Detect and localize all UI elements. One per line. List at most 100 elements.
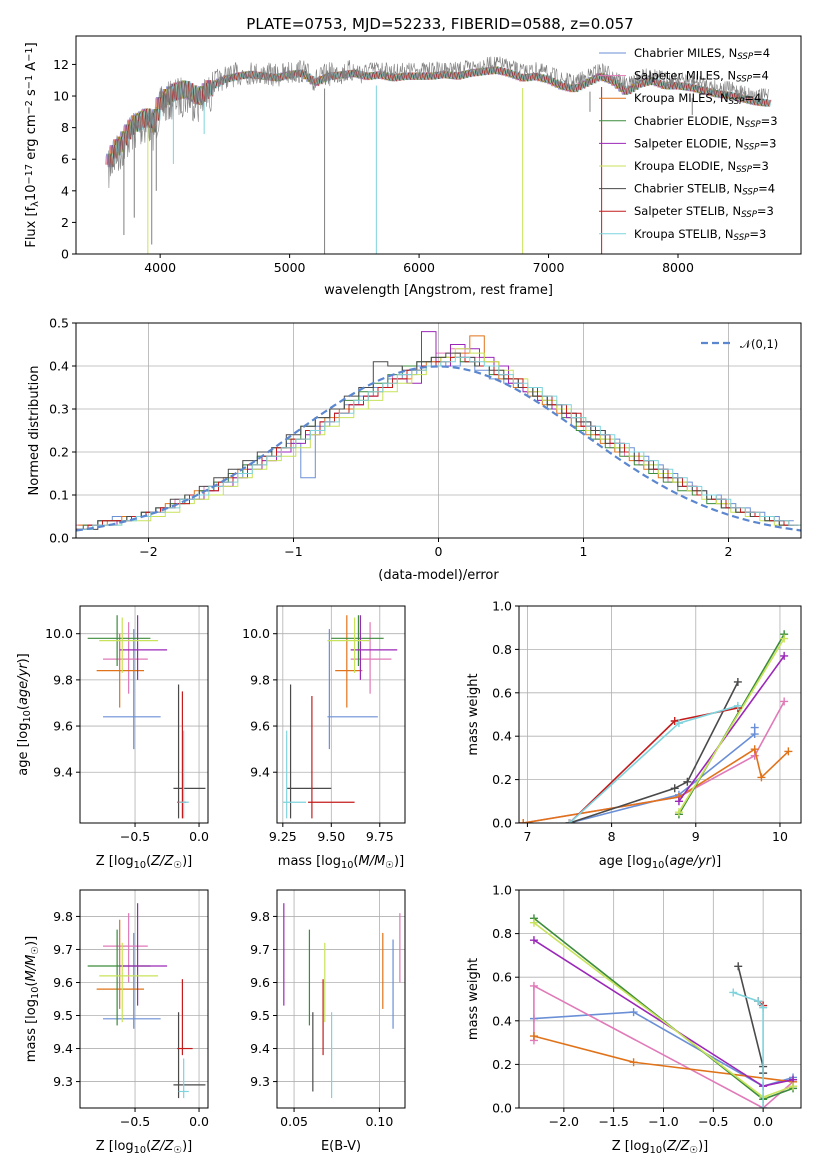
- axes-frame: [518, 889, 802, 1109]
- x-tick-label: 0.10: [365, 1114, 393, 1129]
- legend-label: Salpeter STELIB, NSSP=3: [634, 204, 774, 220]
- axes-frame: [276, 889, 406, 1109]
- legend-label: Chabrier STELIB, NSSP=4: [634, 182, 775, 198]
- x-tick-label: −2.0: [549, 1114, 579, 1129]
- y-tick-label: 1.0: [492, 883, 512, 898]
- histogram-step-sm: [76, 348, 799, 526]
- plot-area: [529, 914, 798, 1108]
- y-tick-label: 9.4: [53, 1041, 73, 1056]
- y-tick-label: 9.6: [250, 975, 270, 990]
- x-tick-label: 10: [772, 829, 788, 844]
- weight-marker-sm: [780, 697, 789, 706]
- weight-marker-se: [780, 651, 789, 660]
- axes-frame: [75, 35, 802, 255]
- x-tick-label: −0.5: [120, 829, 150, 844]
- plot-area: [519, 630, 793, 823]
- x-tick-label: 9.50: [317, 829, 345, 844]
- axes-frame: [276, 605, 406, 824]
- x-axis-label: wavelength [Angstrom, rest frame]: [324, 283, 553, 298]
- weight-marker-ks: [565, 819, 574, 823]
- y-tick-label: 9.8: [53, 672, 73, 687]
- y-tick-label: 0.5: [49, 316, 69, 331]
- figure-title: PLATE=0753, MJD=52233, FIBERID=0588, z=0…: [246, 15, 633, 33]
- y-tick-label: 9.5: [250, 1008, 270, 1023]
- y-tick-label: 8: [61, 120, 69, 135]
- legend-label: Kroupa ELODIE, NSSP=3: [634, 159, 769, 175]
- x-tick-label: 6000: [403, 260, 435, 275]
- weight-marker-ks: [759, 1003, 768, 1012]
- y-tick-label: 0.8: [492, 642, 512, 657]
- weight-line-sm: [533, 984, 794, 1108]
- weight-marker-km: [750, 745, 759, 754]
- weight-marker-sm: [529, 981, 538, 990]
- x-tick-label: −2: [139, 544, 157, 559]
- y-tick-label: 9.6: [53, 975, 73, 990]
- weight-marker-ks: [674, 719, 683, 728]
- x-tick-label: 9: [692, 829, 700, 844]
- weight-marker-ks: [729, 988, 738, 997]
- y-tick-label: 12: [53, 57, 69, 72]
- y-tick-label: 4: [61, 183, 69, 198]
- x-tick-label: −1.5: [598, 1114, 628, 1129]
- weight-line-km: [523, 747, 789, 823]
- x-axis-label: mass [log10(M/M☉)]: [278, 854, 404, 871]
- x-tick-label: 0.0: [189, 829, 209, 844]
- y-tick-label: 0.4: [49, 359, 69, 374]
- y-tick-label: 9.3: [250, 1074, 270, 1089]
- weight-line-ks: [568, 705, 739, 823]
- x-axis-label: Z [log10(Z/Z☉)]: [612, 1139, 709, 1156]
- weight-marker-se: [529, 936, 538, 945]
- y-tick-label: 9.5: [53, 1008, 73, 1023]
- y-tick-label: 2: [61, 215, 69, 230]
- weight-line-ke: [678, 638, 785, 813]
- legend: Chabrier MILES, NSSP=4 Salpeter MILES, NS…: [599, 46, 778, 243]
- plot-area: [87, 615, 206, 819]
- y-tick-label: 9.4: [250, 1041, 270, 1056]
- x-tick-label: 2: [725, 544, 733, 559]
- weight-marker-ke: [674, 808, 683, 817]
- axes-frame: [518, 605, 802, 824]
- y-axis-label: Flux [fλ10−17 erg cm−2 s−1 A−1]: [24, 42, 41, 247]
- panel-mass-vs-ebv: 0.05 0.10 9.3 9.4 9.5 9.6 9.7 9.8 E(B-V): [250, 889, 406, 1154]
- y-tick-label: 10: [53, 89, 69, 104]
- y-tick-label: 0.0: [49, 531, 69, 546]
- plot-area: [282, 615, 398, 819]
- y-tick-label: 0.8: [492, 926, 512, 941]
- y-axis-label: mass [log10(M/M☉)]: [24, 936, 41, 1062]
- y-tick-label: 0.0: [492, 816, 512, 831]
- y-axis-label: mass weight: [466, 958, 481, 1040]
- plot-area: [87, 903, 206, 1099]
- x-tick-label: 7000: [533, 260, 565, 275]
- spectrum-model-ks: [110, 66, 772, 168]
- x-tick-label: 4000: [144, 260, 176, 275]
- panel-mass-vs-Z: −0.5 0.0 9.3 9.4 9.5 9.6 9.7 9.8 Z [log10(Z/Z☉)]…: [24, 889, 209, 1156]
- y-tick-label: 9.7: [53, 942, 73, 957]
- y-axis-label: mass weight: [466, 673, 481, 755]
- weight-line-ss: [568, 707, 739, 823]
- weight-marker-ks: [754, 997, 763, 1006]
- panel-weight-vs-Z: −2.0 −1.5 −1.0 −0.5 0.0 0.0 0.2 0.4 0.6 0.8 1.0 Z […: [466, 883, 802, 1156]
- panel-age-vs-mass: 9.25 9.50 9.75 9.4 9.6 9.8 10.0 mass [log10(M/M…: [242, 605, 406, 871]
- plot-area: [283, 903, 401, 1099]
- y-tick-label: 6: [61, 152, 69, 167]
- x-axis-label: E(B-V): [321, 1139, 361, 1154]
- weight-marker-ss: [670, 717, 679, 726]
- weight-marker-km: [757, 773, 766, 782]
- x-tick-label: 5000: [274, 260, 306, 275]
- panel-residuals: −2 −1 0 1 2 0.0 0.1 0.2 0.3 0.4 0.5 𝒩(0,1) (data-mod…: [27, 316, 802, 583]
- x-tick-label: −1.0: [648, 1114, 678, 1129]
- weight-marker-se: [674, 797, 683, 806]
- x-tick-label: 8: [608, 829, 616, 844]
- histogram-step-ss: [76, 356, 799, 530]
- x-tick-label: 0: [435, 544, 443, 559]
- y-tick-label: 0.4: [492, 1013, 512, 1028]
- y-tick-label: 9.4: [53, 765, 73, 780]
- y-tick-label: 0.2: [49, 445, 69, 460]
- x-axis-label: Z [log10(Z/Z☉)]: [96, 854, 193, 871]
- y-tick-label: 0.6: [492, 970, 512, 985]
- weight-marker-cs: [733, 677, 742, 686]
- panel-weight-vs-age: 7 8 9 10 0.0 0.2 0.4 0.6 0.8 1.0 age [log10(age/yr…: [466, 599, 802, 871]
- panel-spectrum: 4000 5000 6000 7000 8000 0 2 4 6 8 10 12 Flux [fλ10−…: [24, 35, 802, 298]
- axes-frame: [79, 605, 209, 824]
